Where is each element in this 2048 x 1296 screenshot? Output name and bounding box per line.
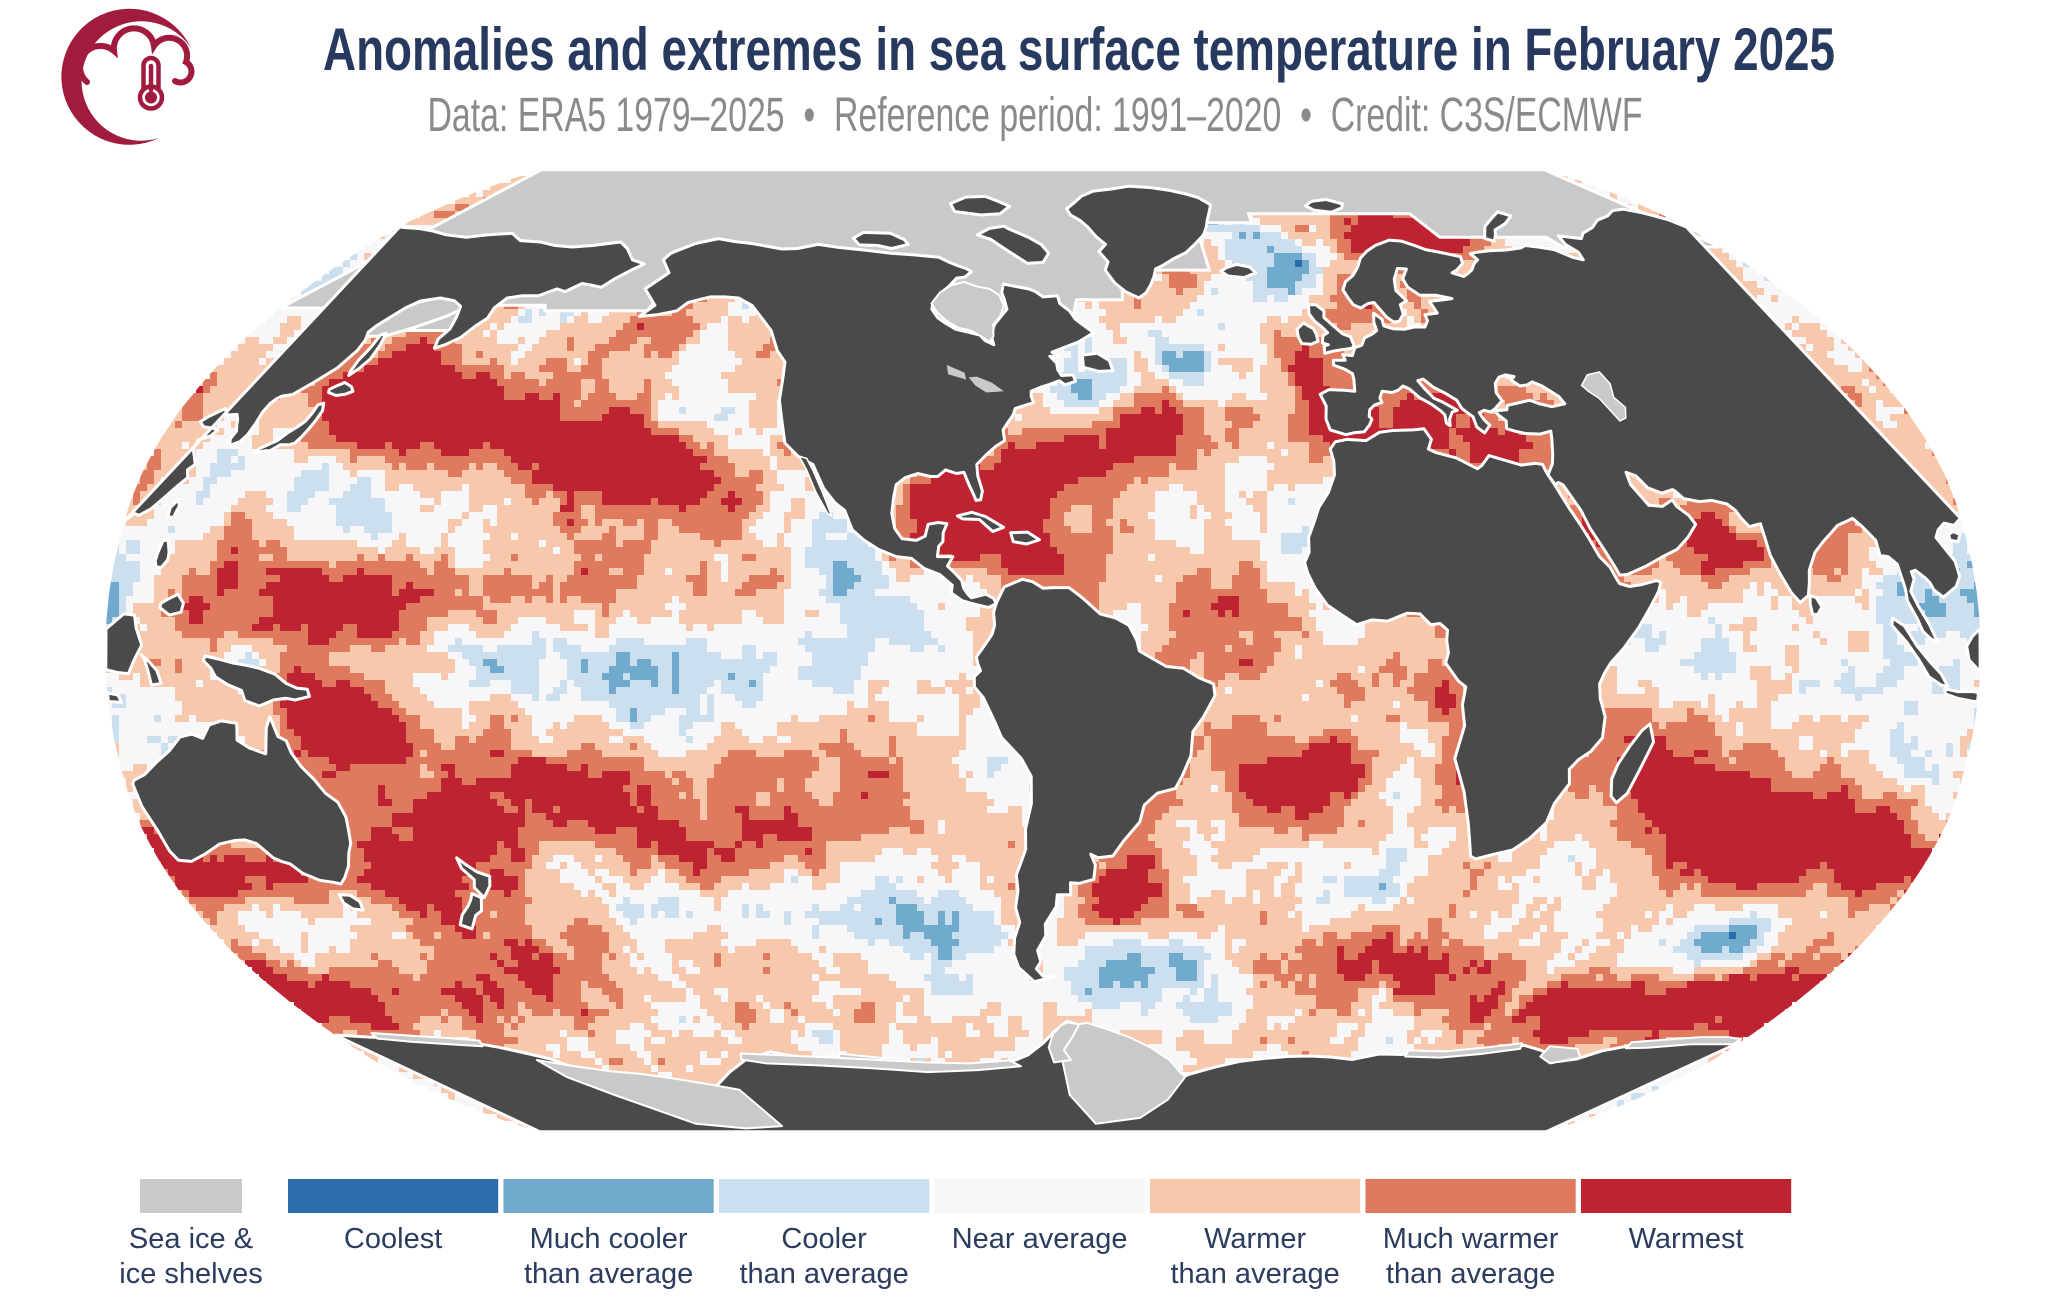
svg-text:Coolest: Coolest <box>344 1223 442 1255</box>
svg-text:than average: than average <box>1170 1258 1339 1290</box>
svg-text:Warmer: Warmer <box>1204 1223 1306 1255</box>
svg-text:Much warmer: Much warmer <box>1383 1223 1559 1255</box>
svg-text:Data: ERA5 1979–2025 • Refer: Data: ERA5 1979–2025 • Reference period:… <box>428 89 1643 142</box>
svg-text:Anomalies and extremes in sea: Anomalies and extremes in sea surface te… <box>323 16 1835 83</box>
svg-text:Cooler: Cooler <box>781 1223 867 1255</box>
svg-text:Much cooler: Much cooler <box>530 1223 688 1255</box>
svg-text:ice shelves: ice shelves <box>119 1258 262 1290</box>
svg-text:Near average: Near average <box>952 1223 1128 1255</box>
svg-text:Sea ice &: Sea ice & <box>129 1223 253 1255</box>
svg-text:Warmest: Warmest <box>1629 1223 1744 1255</box>
svg-text:than average: than average <box>739 1258 908 1290</box>
svg-text:than average: than average <box>524 1258 693 1290</box>
svg-text:than average: than average <box>1386 1258 1555 1290</box>
